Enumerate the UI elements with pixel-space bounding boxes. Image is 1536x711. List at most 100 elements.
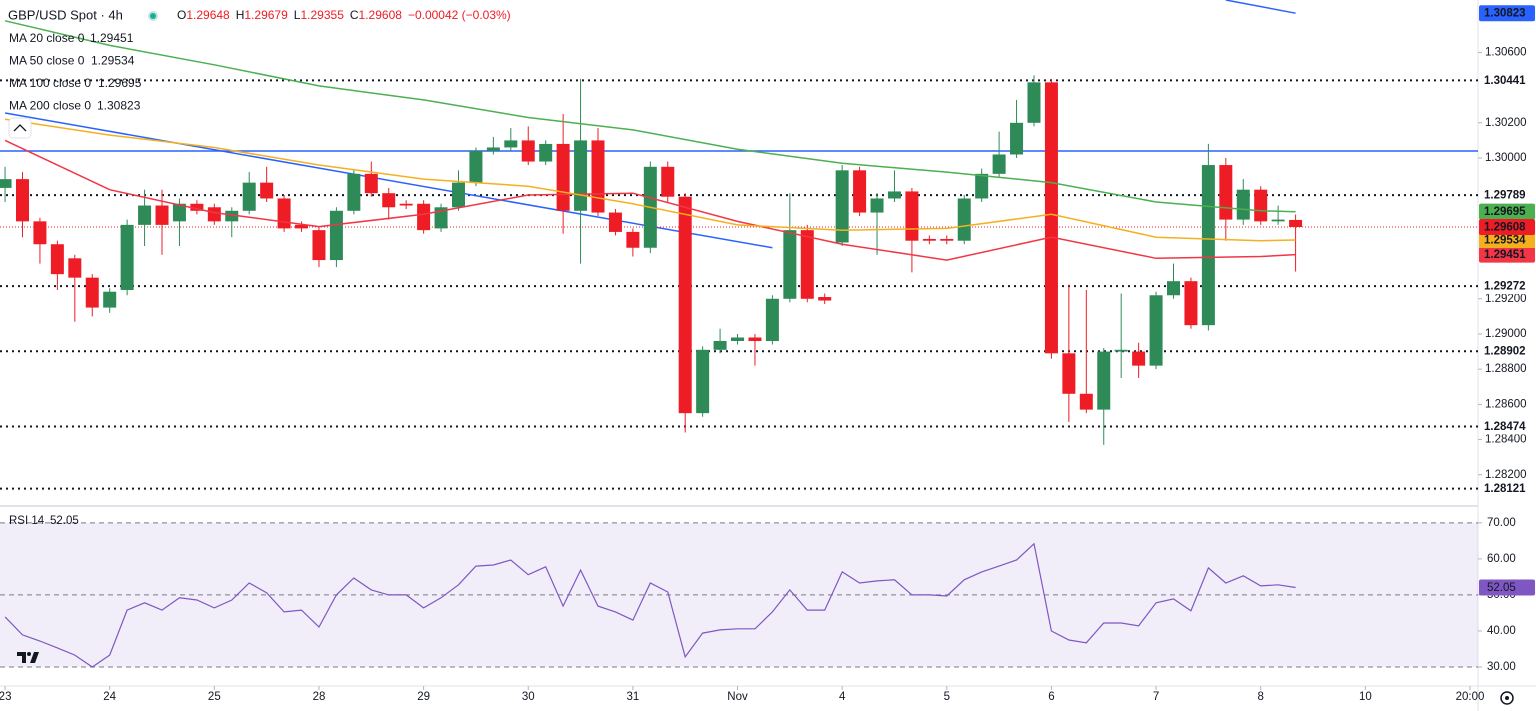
market-status-dot: [150, 13, 156, 19]
settings-gear[interactable]: [1500, 691, 1514, 705]
candle-body: [225, 210, 239, 222]
candle-body: [521, 140, 535, 162]
ma-label-bg: [1479, 246, 1535, 263]
candle-body: [713, 341, 727, 350]
candle-body: [591, 140, 605, 213]
candle-body: [277, 198, 291, 229]
ma-label-bg: [1479, 203, 1535, 220]
candle-body: [138, 205, 152, 225]
settings-button[interactable]: [1500, 691, 1514, 705]
x-tick-label: 30: [522, 691, 535, 703]
legend-name: MA 50 close 0: [9, 54, 85, 68]
candle-body: [574, 140, 588, 211]
candle-body: [68, 258, 82, 278]
candle-body: [364, 173, 378, 194]
x-tick-label: 24: [103, 691, 116, 703]
rsi-badge: 52.05: [1487, 582, 1516, 594]
ma-line: [4, 20, 1296, 213]
rsi-layer: 52.05: [0, 515, 1478, 668]
candle-body: [1027, 82, 1041, 123]
candle-body: [1236, 189, 1250, 220]
legend-name: MA 20 close 0: [9, 31, 85, 45]
x-tick-label: 25: [208, 691, 221, 703]
level-label-bg: [1479, 343, 1535, 360]
legend-value: 1.30823: [97, 98, 141, 112]
candle-body: [1254, 189, 1268, 222]
rsi-value: 52.05: [50, 515, 79, 527]
logo-dot: [27, 652, 31, 656]
x-tick-label: 4: [839, 691, 846, 703]
level-label: 1.29272: [1484, 281, 1526, 293]
ma-label: 1.30823: [1484, 8, 1526, 20]
candle-body: [1114, 349, 1128, 352]
candle-body: [207, 207, 221, 222]
last-price-label-bg: [1479, 218, 1535, 235]
settings-center: [1505, 696, 1509, 700]
price-change: −0.00042 (−0.03%): [408, 8, 511, 22]
ma-layer: [4, 0, 1296, 261]
candle-body: [190, 203, 204, 211]
ma-label-bg: [1479, 5, 1535, 22]
tv-logo[interactable]: [17, 652, 39, 663]
candle-body: [661, 166, 675, 197]
candle-body: [382, 193, 396, 208]
logo-mark: [17, 652, 39, 663]
ma-label: 1.29534: [1484, 235, 1526, 247]
x-tick-label: 8: [1258, 691, 1264, 703]
ohlc-key: H: [236, 8, 245, 22]
candle-body: [295, 224, 309, 229]
candle-body: [1219, 165, 1233, 220]
rsi-tick-label: 60.00: [1487, 553, 1516, 565]
collapse-box[interactable]: [8, 117, 32, 139]
candle-body: [1079, 393, 1093, 410]
level-label: 1.28902: [1484, 346, 1526, 358]
candle-body: [1132, 351, 1146, 366]
level-label-bg: [1479, 418, 1535, 435]
candles-layer: [0, 75, 1303, 445]
candle-body: [0, 179, 12, 188]
candle-body: [1044, 82, 1058, 354]
y-tick-label: 1.29000: [1485, 328, 1527, 340]
x-tick-label: 10: [1359, 691, 1372, 703]
symbol-title: GBP/USD Spot · 4h: [8, 7, 123, 22]
candle-body: [120, 224, 134, 290]
x-tick-label: 28: [313, 691, 326, 703]
legend-value: 1.29451: [90, 31, 134, 45]
y-tick-label: 1.28200: [1485, 469, 1527, 481]
candle-body: [50, 244, 64, 275]
candle-body: [155, 205, 169, 225]
rsi-line: [4, 542, 1296, 668]
level-label: 1.30441: [1484, 75, 1526, 87]
candle-body: [853, 170, 867, 213]
ohlc-value: 1.29355: [300, 8, 344, 22]
collapse-button[interactable]: [8, 117, 32, 139]
candle-body: [905, 191, 919, 241]
candle-body: [469, 150, 483, 183]
candle-body: [818, 297, 832, 301]
candle-body: [1097, 351, 1111, 410]
y-tick-label: 1.30600: [1485, 46, 1527, 58]
x-tick-label: 31: [626, 691, 639, 703]
candle-body: [486, 147, 500, 151]
rsi-tick-label: 70.00: [1487, 517, 1516, 529]
ma-label: 1.29695: [1484, 206, 1526, 218]
x-tick-label: Nov: [727, 691, 748, 703]
ma-line: [4, 118, 1296, 242]
candle-body: [922, 238, 936, 241]
candle-body: [417, 203, 431, 231]
candle-body: [1271, 219, 1285, 222]
level-label: 1.29789: [1484, 190, 1526, 202]
rsi-tick-label: 40.00: [1487, 625, 1516, 637]
ohlc-key: O: [177, 8, 186, 22]
y-tick-label: 1.29200: [1485, 293, 1527, 305]
level-label-bg: [1479, 278, 1535, 295]
candle-body: [940, 238, 954, 241]
candle-body: [800, 230, 814, 299]
candle-body: [1201, 165, 1215, 326]
legend-value: 1.29534: [91, 54, 135, 68]
candle-body: [260, 182, 274, 199]
candle-body: [696, 349, 710, 414]
candle-body: [992, 154, 1006, 174]
candle-body: [103, 291, 117, 308]
